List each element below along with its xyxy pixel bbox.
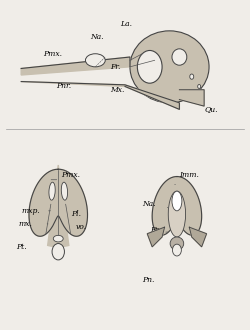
Text: vo.: vo. xyxy=(76,223,87,231)
Circle shape xyxy=(172,244,181,256)
Ellipse shape xyxy=(61,182,68,200)
Text: Fr.: Fr. xyxy=(110,63,120,71)
Polygon shape xyxy=(21,82,180,109)
Text: Na.: Na. xyxy=(90,33,104,41)
Polygon shape xyxy=(21,57,130,75)
Polygon shape xyxy=(29,169,88,236)
Text: Pl.: Pl. xyxy=(70,210,81,218)
Text: mxp.: mxp. xyxy=(21,207,40,215)
Circle shape xyxy=(198,84,201,88)
Polygon shape xyxy=(180,90,204,106)
Circle shape xyxy=(52,244,64,260)
Text: Pmx.: Pmx. xyxy=(44,50,62,58)
Ellipse shape xyxy=(137,50,162,83)
Polygon shape xyxy=(189,227,206,247)
Ellipse shape xyxy=(130,31,209,103)
Text: Pmx.: Pmx. xyxy=(61,171,80,179)
Polygon shape xyxy=(152,177,202,235)
Text: Na.: Na. xyxy=(142,200,156,208)
Text: La.: La. xyxy=(120,20,132,28)
Ellipse shape xyxy=(170,237,184,250)
Text: mx.: mx. xyxy=(19,220,32,228)
Circle shape xyxy=(190,74,194,79)
Text: Pn.: Pn. xyxy=(142,276,155,283)
Text: Qu.: Qu. xyxy=(204,105,218,114)
Polygon shape xyxy=(48,165,69,247)
Ellipse shape xyxy=(168,191,186,237)
Text: Imm.: Imm. xyxy=(180,171,199,179)
Text: Pnr.: Pnr. xyxy=(56,82,71,90)
Polygon shape xyxy=(147,227,164,247)
Ellipse shape xyxy=(49,182,55,200)
Text: Fr.: Fr. xyxy=(150,226,160,234)
Ellipse shape xyxy=(172,49,187,65)
Ellipse shape xyxy=(53,235,63,242)
Text: Pt.: Pt. xyxy=(16,243,27,251)
Ellipse shape xyxy=(172,191,182,211)
Text: Mx.: Mx. xyxy=(110,86,124,94)
Ellipse shape xyxy=(86,54,105,67)
